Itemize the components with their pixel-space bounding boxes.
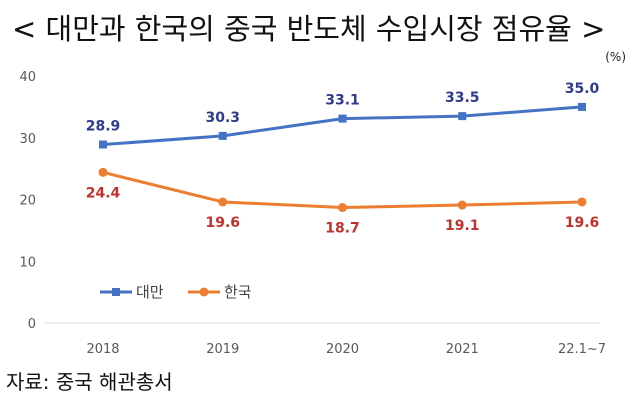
data-label: 30.3 [205,110,240,126]
data-label: 19.6 [565,215,600,231]
data-point [218,197,228,207]
x-tick-label: 2021 [446,342,479,357]
chart-title: < 대만과 한국의 중국 반도체 수입시장 점유율 > [12,12,606,46]
data-label: 35.0 [565,81,600,97]
data-point [457,200,467,210]
y-tick-label: 40 [19,70,36,85]
unit-label: (%) [605,50,626,64]
series-line-1 [102,105,583,147]
source-note: 자료: 중국 해관총서 [6,370,173,394]
y-tick-label: 30 [19,132,36,147]
data-label: 19.6 [205,215,240,231]
data-label: 28.9 [86,119,121,135]
x-tick-label: 2020 [326,342,359,357]
legend-label: 대만 [136,283,164,301]
data-point [98,167,108,177]
y-tick-label: 20 [19,194,36,209]
data-point [338,203,347,213]
x-tick-label: 2018 [86,342,119,357]
data-label: 19.1 [445,218,480,234]
y-tick-label: 0 [28,317,36,332]
legend-marker [112,288,120,296]
series-line-2 [102,170,583,210]
data-point [99,140,107,149]
data-label: 33.1 [325,93,360,109]
data-label: 33.5 [445,90,480,106]
legend-marker [199,287,209,297]
data-point [577,197,587,207]
data-point [458,112,467,121]
data-point [338,114,347,123]
data-point [578,102,586,111]
x-tick-label: 22.1~7 [558,342,606,357]
x-tick-label: 2019 [206,342,239,357]
data-label: 18.7 [325,221,360,237]
legend-label: 한국 [224,283,252,301]
data-point [218,131,227,140]
y-tick-label: 10 [19,255,36,270]
data-label: 24.4 [86,185,121,201]
